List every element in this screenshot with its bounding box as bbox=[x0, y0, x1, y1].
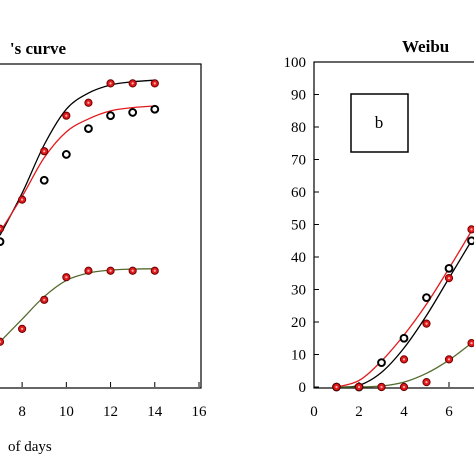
left-x-tick-label: 12 bbox=[103, 404, 118, 420]
left-data-point bbox=[84, 124, 93, 134]
right-x-tick-label: 4 bbox=[400, 404, 408, 420]
left-fit-curves bbox=[0, 79, 155, 343]
panel-label-box bbox=[350, 93, 409, 153]
left-data-point bbox=[39, 175, 49, 185]
right-fit-curve bbox=[336, 342, 472, 388]
left-data-point bbox=[0, 337, 5, 346]
right-y-tick-label: 90 bbox=[291, 88, 306, 104]
left-data-point bbox=[0, 224, 5, 233]
right-y-tick-label: 30 bbox=[291, 283, 306, 299]
panel-label-b: b bbox=[375, 113, 384, 132]
right-x-tick-label: 0 bbox=[310, 404, 318, 420]
right-data-point bbox=[377, 358, 386, 368]
right-y-tick-label: 50 bbox=[291, 218, 306, 234]
left-fit-curve bbox=[0, 79, 155, 236]
left-data-points bbox=[0, 79, 160, 346]
left-data-point bbox=[150, 104, 160, 114]
right-fit-curve bbox=[336, 240, 473, 388]
left-x-axis-label: of days bbox=[8, 439, 52, 455]
right-y-tick-label: 20 bbox=[291, 315, 306, 331]
left-data-point bbox=[106, 111, 115, 121]
right-chart-title: Weibu bbox=[402, 37, 449, 56]
right-y-tick-label: 80 bbox=[291, 120, 306, 136]
right-y-tick-label: 40 bbox=[291, 250, 306, 266]
right-y-tick-label: 0 bbox=[299, 380, 307, 396]
right-data-point bbox=[444, 263, 454, 273]
right-y-tick-label: 100 bbox=[284, 55, 307, 71]
right-x-tick-label: 6 bbox=[445, 404, 453, 420]
right-data-point bbox=[422, 293, 431, 303]
left-data-point bbox=[128, 108, 138, 117]
left-x-ticks: 8 10 12 14 16 bbox=[18, 382, 207, 420]
right-data-points bbox=[332, 225, 474, 392]
left-fit-curve bbox=[0, 105, 155, 233]
right-y-tick-label: 10 bbox=[291, 348, 306, 364]
right-y-tick-label: 60 bbox=[291, 185, 306, 201]
left-data-point bbox=[61, 150, 71, 159]
left-plot-frame bbox=[0, 63, 202, 389]
right-fit-curves bbox=[336, 230, 473, 388]
right-x-tick-label: 2 bbox=[355, 404, 363, 420]
left-x-tick-label: 14 bbox=[147, 404, 163, 420]
right-panel: Weibu b 0 2 4 6 0 10 20 30 40 50 60 70 80 90 100 bbox=[284, 37, 474, 420]
right-data-point bbox=[467, 236, 474, 246]
left-data-point bbox=[0, 237, 5, 247]
left-chart-title: 's curve bbox=[10, 39, 67, 58]
right-data-point bbox=[399, 333, 409, 343]
left-x-tick-label: 10 bbox=[59, 404, 74, 420]
right-y-ticks: 0 10 20 30 40 50 60 70 80 90 100 bbox=[284, 55, 319, 396]
left-x-tick-label: 8 bbox=[18, 404, 26, 420]
left-panel: 's curve of days 8 10 12 14 16 bbox=[0, 39, 207, 455]
right-fit-curve bbox=[336, 230, 473, 388]
right-y-tick-label: 70 bbox=[291, 153, 306, 169]
left-x-tick-label: 16 bbox=[192, 404, 208, 420]
